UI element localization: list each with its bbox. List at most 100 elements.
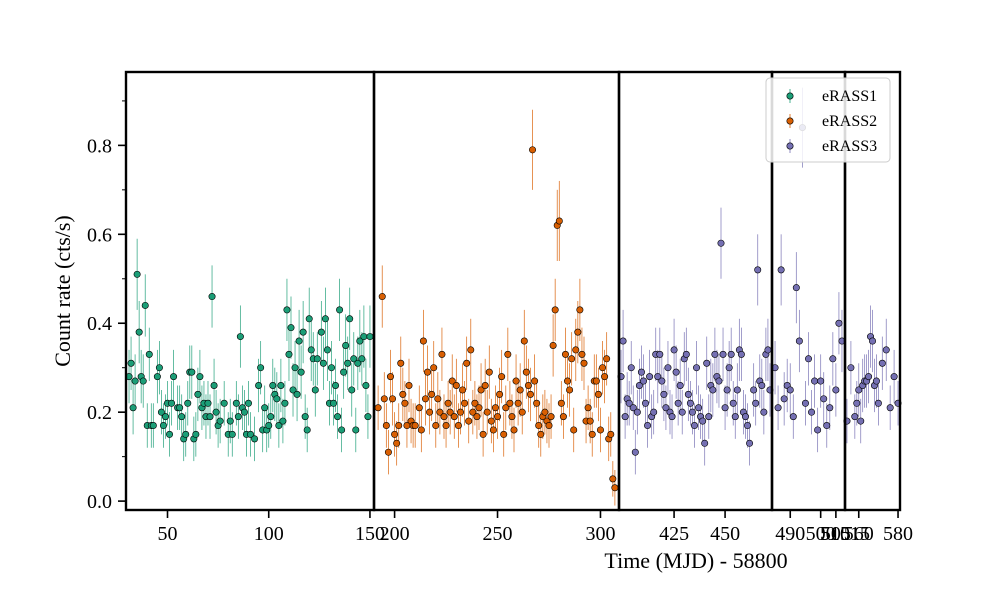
data-point <box>448 377 456 385</box>
data-point <box>633 408 641 416</box>
data-point <box>459 386 467 394</box>
data-point <box>228 430 236 438</box>
data-point <box>481 381 489 389</box>
data-point <box>750 386 758 394</box>
data-point <box>774 404 782 412</box>
data-point <box>709 386 717 394</box>
data-point <box>603 355 611 363</box>
data-point <box>764 346 772 354</box>
data-point <box>719 350 727 358</box>
panel-frames <box>124 70 902 512</box>
data-point <box>701 439 709 447</box>
y-tick-label: 0.8 <box>87 135 112 157</box>
data-point <box>723 386 731 394</box>
data-point <box>777 266 785 274</box>
data-point <box>424 368 432 376</box>
data-point <box>479 430 487 438</box>
data-point <box>417 426 425 434</box>
data-point <box>340 368 348 376</box>
data-point <box>786 386 794 394</box>
data-point <box>261 404 269 412</box>
data-point <box>500 430 508 438</box>
data-point <box>746 439 754 447</box>
data-point <box>510 426 518 434</box>
data-point <box>545 422 553 430</box>
data-point <box>161 413 169 421</box>
data-point <box>690 422 698 430</box>
data-point <box>135 328 143 336</box>
data-point <box>890 373 898 381</box>
data-point <box>664 364 672 372</box>
data-point <box>297 368 305 376</box>
data-point <box>865 373 873 381</box>
data-point <box>204 399 212 407</box>
data-point <box>155 364 163 372</box>
data-point <box>194 390 202 398</box>
x-tick-label: 560 <box>844 523 874 545</box>
data-point <box>149 422 157 430</box>
data-point <box>792 284 800 292</box>
data-point <box>483 408 491 416</box>
data-point <box>275 422 283 430</box>
data-point <box>212 408 220 416</box>
data-point <box>522 368 530 376</box>
data-point <box>695 404 703 412</box>
data-point <box>727 350 735 358</box>
data-point <box>878 359 886 367</box>
data-point <box>346 315 354 323</box>
data-point <box>729 399 737 407</box>
data-point <box>436 408 444 416</box>
data-point <box>469 408 477 416</box>
data-point <box>711 350 719 358</box>
data-point <box>566 386 574 394</box>
y-axis: 0.0 0.2 0.4 0.6 0.8 <box>87 100 126 513</box>
data-point <box>360 333 368 341</box>
x-tick-label: 250 <box>483 523 513 545</box>
data-point <box>549 341 557 349</box>
data-point <box>301 413 309 421</box>
data-point <box>129 404 137 412</box>
data-point <box>529 146 537 154</box>
data-point <box>737 350 745 358</box>
data-point <box>795 337 803 345</box>
x-tick-label: 200 <box>380 523 410 545</box>
data-point <box>382 422 390 430</box>
data-point <box>279 417 287 425</box>
data-point <box>327 364 335 372</box>
data-point <box>364 413 372 421</box>
data-point <box>868 337 876 345</box>
data-point <box>289 386 297 394</box>
data-point <box>342 341 350 349</box>
data-point <box>537 430 545 438</box>
data-point <box>674 399 682 407</box>
data-point <box>874 399 882 407</box>
data-point <box>485 368 493 376</box>
data-point <box>642 399 650 407</box>
data-point <box>477 386 485 394</box>
data-point <box>139 377 147 385</box>
data-point <box>251 435 259 443</box>
data-point <box>421 395 429 403</box>
data-point <box>584 404 592 412</box>
data-point <box>299 328 307 336</box>
data-point <box>717 239 725 247</box>
data-point <box>283 306 291 314</box>
data-point <box>366 333 374 341</box>
data-point <box>240 408 248 416</box>
data-point <box>512 377 520 385</box>
data-point <box>311 386 319 394</box>
data-point <box>516 386 524 394</box>
data-point <box>285 350 293 358</box>
y-tick-label: 0.0 <box>87 491 112 513</box>
data-point <box>489 426 497 434</box>
data-point <box>168 399 176 407</box>
data-point <box>752 399 760 407</box>
data-point <box>627 364 635 372</box>
data-point <box>561 350 569 358</box>
data-point <box>358 355 366 363</box>
y-tick-label: 0.4 <box>87 313 112 335</box>
data-point <box>760 408 768 416</box>
data-point <box>188 368 196 376</box>
data-point <box>789 413 797 421</box>
